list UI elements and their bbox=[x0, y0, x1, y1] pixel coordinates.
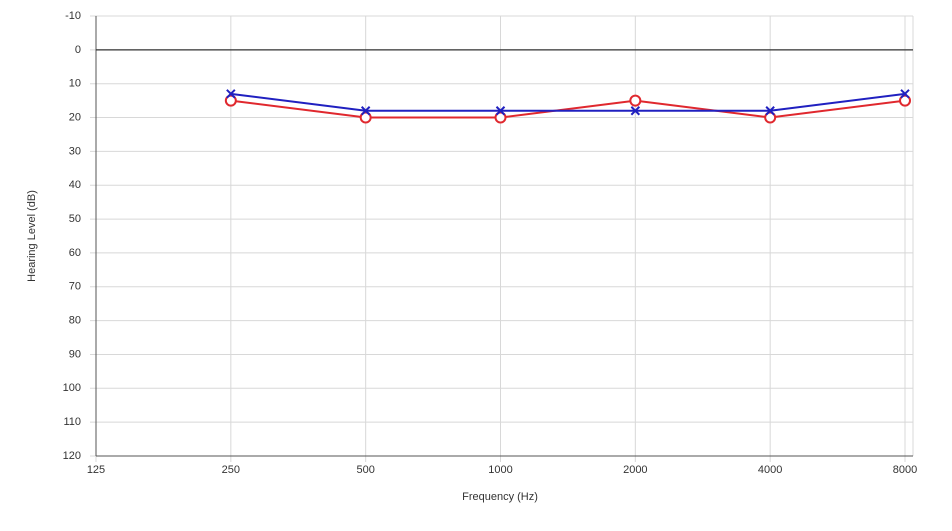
marker-circle bbox=[629, 94, 642, 107]
y-tick-label: 30 bbox=[69, 145, 81, 157]
marker-circle bbox=[224, 94, 237, 107]
marker-cross bbox=[495, 106, 506, 116]
marker-cross bbox=[900, 89, 910, 99]
y-axis-label: Hearing Level (dB) bbox=[26, 190, 38, 282]
y-tick-label: 10 bbox=[69, 78, 81, 90]
marker-circle bbox=[494, 111, 507, 124]
y-tick-label: 40 bbox=[69, 179, 81, 191]
series-line bbox=[230, 99, 906, 119]
marker-circle bbox=[764, 111, 777, 124]
y-tick-label: 90 bbox=[69, 348, 81, 360]
y-tick-label: 80 bbox=[69, 315, 81, 327]
x-tick-label: 1000 bbox=[488, 464, 512, 476]
marker-cross bbox=[226, 89, 236, 99]
marker-circle bbox=[899, 94, 911, 107]
y-tick-label: 70 bbox=[69, 281, 81, 293]
x-tick-label: 125 bbox=[87, 464, 105, 476]
x-axis-label: Frequency (Hz) bbox=[462, 491, 538, 503]
x-tick-label: 8000 bbox=[893, 464, 917, 476]
y-tick-label: -10 bbox=[65, 10, 81, 22]
x-tick-label: 2000 bbox=[623, 464, 647, 476]
y-tick-label: 20 bbox=[69, 111, 81, 123]
y-tick-label: 100 bbox=[63, 382, 81, 394]
x-tick-label: 250 bbox=[222, 464, 240, 476]
x-tick-label: 4000 bbox=[758, 464, 782, 476]
x-tick-label: 500 bbox=[356, 464, 374, 476]
series-line bbox=[230, 92, 906, 112]
marker-cross bbox=[360, 106, 371, 116]
marker-circle bbox=[359, 111, 372, 124]
y-tick-label: 110 bbox=[63, 416, 81, 428]
marker-cross bbox=[630, 106, 641, 116]
y-tick-label: 50 bbox=[69, 213, 81, 225]
marker-cross bbox=[765, 106, 775, 116]
y-tick-label: 120 bbox=[63, 450, 81, 462]
y-tick-label: 0 bbox=[75, 44, 81, 56]
y-tick-label: 60 bbox=[69, 247, 81, 259]
